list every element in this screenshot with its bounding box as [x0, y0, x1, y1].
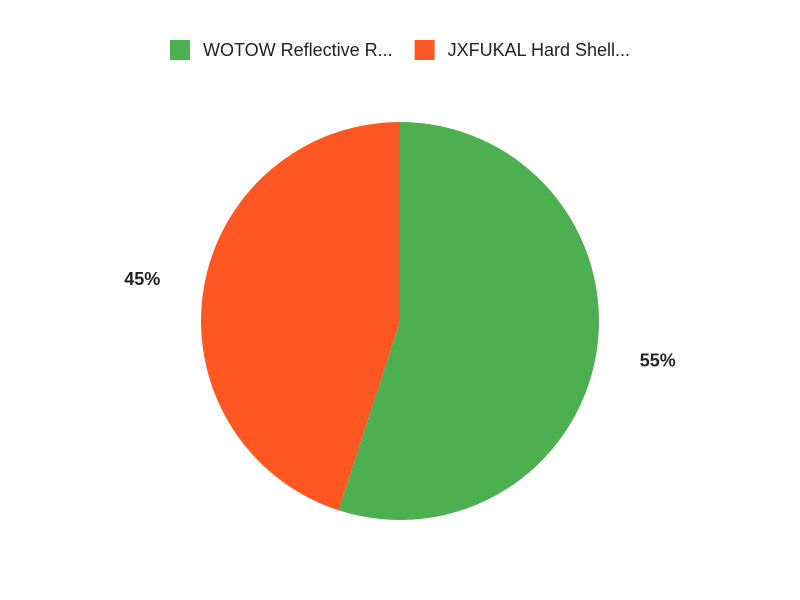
value-label: 45%: [124, 269, 160, 289]
pie-slice: [200, 122, 400, 511]
legend-swatch: [169, 40, 190, 60]
legend-swatch: [414, 40, 435, 60]
pie-slice: [338, 122, 599, 520]
legend-label: JXFUKAL Hard Shell...: [448, 40, 630, 60]
legend-item: WOTOW Reflective R...: [169, 40, 393, 60]
legend: WOTOW Reflective R... JXFUKAL Hard Shell.…: [169, 40, 630, 60]
pie: 55% 45%: [124, 122, 676, 520]
legend-label: WOTOW Reflective R...: [203, 40, 393, 60]
legend-item: JXFUKAL Hard Shell...: [414, 40, 630, 60]
value-label: 55%: [640, 351, 676, 371]
